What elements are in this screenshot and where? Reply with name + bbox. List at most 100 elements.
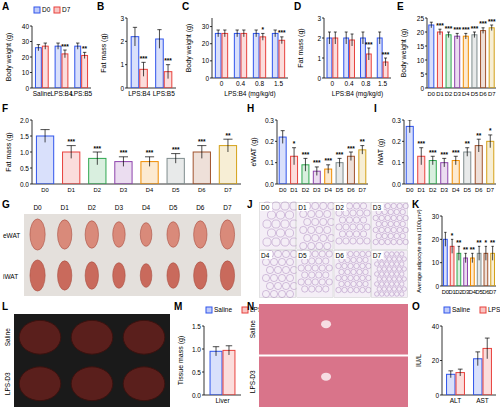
error-cap: [349, 152, 353, 153]
adipocyte: [375, 262, 380, 267]
error-cap: [458, 369, 463, 370]
y-tick-label: 0.0: [192, 392, 201, 399]
x-tick-label: D5: [471, 91, 478, 97]
y-axis-label: Fat mass (g): [297, 28, 305, 67]
adipocyte: [385, 203, 390, 208]
column-label: D3: [115, 204, 124, 211]
error-cap: [166, 64, 170, 65]
bar: [253, 33, 259, 78]
adipocyte: [397, 215, 402, 220]
error-bar: [379, 32, 380, 44]
y-axis: [212, 18, 213, 78]
liver: [71, 320, 113, 354]
significance: ***: [278, 29, 286, 36]
histology-tile: [259, 304, 408, 355]
error-cap: [442, 158, 446, 159]
y-tick-label: 3: [120, 15, 124, 22]
bar: [429, 25, 434, 88]
fat-pad: [194, 262, 207, 289]
adipocyte: [281, 238, 289, 246]
error-cap: [255, 30, 258, 31]
error-bar: [421, 148, 422, 165]
error-bar: [350, 152, 351, 161]
adipocyte: [323, 272, 329, 278]
y-tick: [402, 141, 404, 142]
significance: *: [293, 140, 296, 147]
adipocyte: [285, 229, 293, 237]
y-tick: [440, 262, 442, 263]
error-cap: [378, 32, 381, 33]
adipocyte: [382, 221, 387, 226]
adipocyte: [348, 263, 353, 268]
row-label: Saline: [249, 320, 256, 338]
marks: [35, 43, 87, 88]
adipocyte: [392, 277, 397, 282]
y-axis: [404, 120, 405, 184]
column-label: D5: [169, 204, 178, 211]
panel-6: H0.00.10.20.3eWAT (g)******************D…: [247, 103, 368, 193]
adipocyte: [357, 257, 362, 262]
adipocyte: [316, 258, 322, 264]
tile-label: D5: [298, 252, 307, 259]
error-bar: [432, 156, 433, 165]
adipocyte: [308, 242, 315, 249]
adipocyte: [390, 252, 395, 257]
adipocyte: [397, 203, 402, 208]
fat-pad: [58, 220, 72, 249]
error-cap: [471, 253, 473, 254]
error-bar: [352, 34, 353, 46]
adipocyte: [309, 258, 315, 264]
adipocyte: [376, 221, 381, 226]
y-tick-label: 0: [120, 85, 124, 92]
vein: [321, 373, 331, 381]
error-cap: [133, 27, 137, 28]
error-bar: [409, 120, 410, 133]
legend-label: D0: [42, 6, 51, 13]
y-tick-label: 1.0: [192, 346, 201, 353]
panel-1: B0123Fat mass (g)******LPS:B4LPS:B5: [97, 1, 176, 97]
bar: [222, 33, 228, 78]
error-cap: [292, 147, 296, 148]
x-tick-label: 0: [331, 80, 335, 87]
y-tick-label: 2: [317, 35, 321, 42]
adipocyte: [382, 267, 387, 272]
error-cap: [236, 30, 239, 31]
error-cap: [328, 32, 331, 33]
y-tick: [322, 58, 324, 59]
column-label: D4: [142, 204, 151, 211]
bar: [42, 46, 48, 88]
error-bar: [467, 148, 468, 157]
adipocyte: [366, 251, 371, 256]
panel-2: C0102030Body weight (g)****00.40.81.5LPS…: [182, 1, 288, 98]
adipocyte: [387, 277, 392, 282]
y-axis-label: Fat mass (g): [100, 33, 108, 72]
y-tick-label: 10: [22, 69, 30, 76]
y-tick-label: 0.0: [392, 181, 401, 188]
error-bar: [455, 156, 456, 165]
error-bar: [237, 30, 238, 37]
x-tick-label: 0.8: [255, 80, 264, 87]
y-tick: [202, 326, 204, 327]
error-cap: [447, 32, 450, 33]
error-cap: [217, 30, 220, 31]
error-bar: [97, 152, 98, 165]
error-cap: [63, 50, 66, 51]
significance: ***: [347, 145, 355, 152]
adipocyte: [282, 282, 289, 289]
adipocyte: [380, 262, 385, 267]
fat-pad: [113, 222, 125, 248]
adipocyte: [266, 282, 273, 289]
marks: [447, 338, 492, 395]
adipocyte: [281, 220, 289, 228]
adipocyte: [375, 292, 380, 297]
error-bar: [448, 32, 449, 38]
error-cap: [223, 30, 226, 31]
column-label: D0: [33, 204, 42, 211]
bar: [35, 48, 41, 88]
bar: [455, 36, 460, 88]
y-axis: [277, 120, 278, 184]
adipocyte: [346, 217, 352, 223]
error-cap: [223, 139, 232, 140]
y-tick-label: 20: [417, 29, 425, 36]
image-panel-1: JD0D1D2D3D4D5D6D7: [247, 199, 408, 298]
